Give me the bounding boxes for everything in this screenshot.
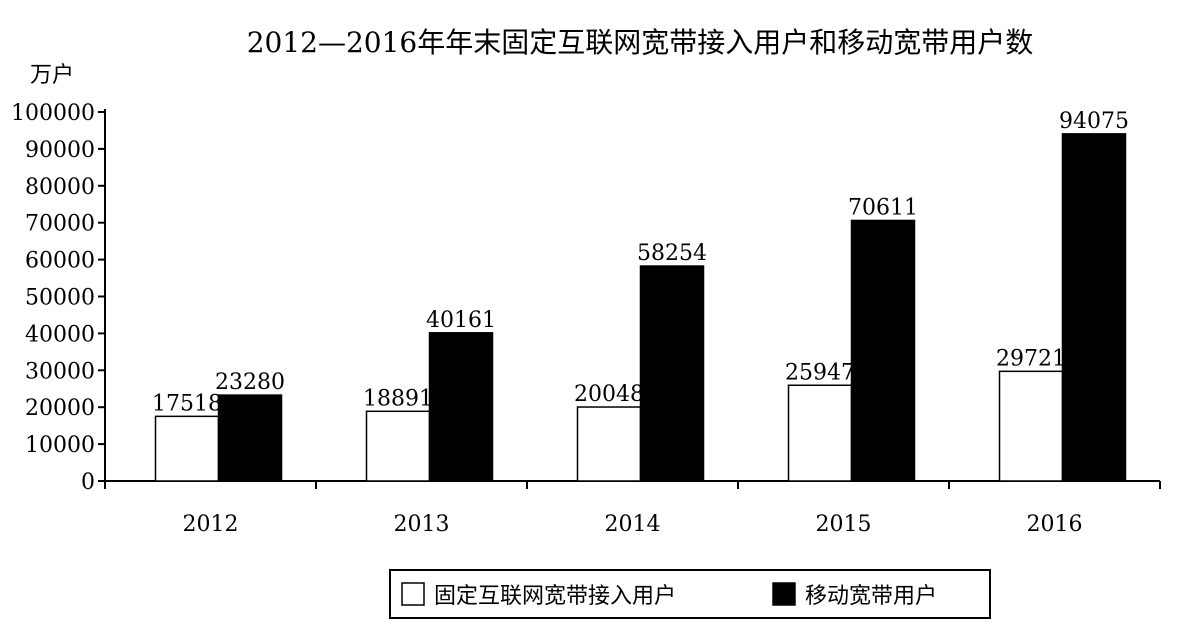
bar-fixed-broadband	[154, 415, 220, 482]
bar-fixed-broadband	[365, 410, 431, 482]
y-axis-unit-label: 万户	[30, 63, 74, 88]
data-label: 23280	[215, 370, 285, 395]
data-label: 18891	[363, 386, 433, 411]
x-tick-label: 2016	[1027, 512, 1083, 537]
chart-title: 2012—2016年年末固定互联网宽带接入用户和移动宽带用户数	[247, 26, 1034, 59]
x-tick-label: 2012	[183, 512, 239, 537]
data-label: 94075	[1059, 109, 1129, 134]
bar-fixed-broadband	[576, 406, 642, 482]
legend: 固定互联网宽带接入用户 移动宽带用户	[389, 569, 991, 619]
plot-area: 0 10000 20000 30000 40000 50000 60000 70000 8000…	[11, 101, 1161, 537]
data-label: 17518	[152, 391, 222, 416]
x-tick-label: 2014	[605, 512, 661, 537]
legend-swatch	[772, 582, 796, 606]
y-tick-label: 40000	[25, 322, 95, 347]
data-label: 40161	[426, 308, 496, 333]
y-tick-label: 50000	[25, 286, 95, 311]
y-tick-label: 20000	[25, 396, 95, 421]
legend-label: 移动宽带用户	[805, 584, 937, 609]
y-tick-label: 30000	[25, 359, 95, 384]
bar-fixed-broadband	[787, 384, 853, 482]
bar-mobile-broadband	[850, 219, 916, 482]
y-tick-label: 90000	[25, 138, 95, 163]
y-tick-label: 100000	[11, 101, 95, 126]
data-label: 25947	[785, 360, 855, 385]
y-tick-label: 80000	[25, 175, 95, 200]
legend-swatch	[401, 582, 425, 606]
data-label: 58254	[637, 241, 707, 266]
x-tick-label: 2013	[394, 512, 450, 537]
bar-mobile-broadband	[217, 394, 283, 482]
bar-mobile-broadband	[639, 265, 705, 482]
bar-mobile-broadband	[428, 332, 494, 482]
y-tick-label: 70000	[25, 212, 95, 237]
bar-fixed-broadband	[998, 370, 1064, 482]
data-label: 20048	[574, 382, 644, 407]
y-tick-label: 60000	[25, 249, 95, 274]
bar-mobile-broadband	[1061, 133, 1127, 482]
data-label: 29721	[996, 346, 1066, 371]
y-tick-label: 10000	[25, 433, 95, 458]
legend-box	[389, 569, 991, 619]
legend-label: 固定互联网宽带接入用户	[434, 584, 676, 609]
data-label: 70611	[848, 195, 918, 220]
y-tick-label: 0	[81, 470, 95, 495]
x-tick-label: 2015	[816, 512, 872, 537]
